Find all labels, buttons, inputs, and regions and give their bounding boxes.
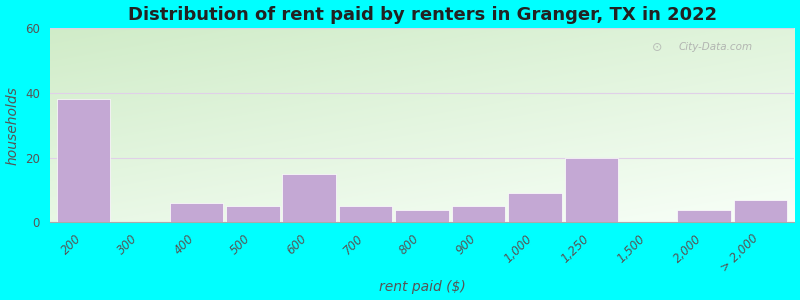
- Bar: [282, 174, 336, 223]
- Bar: [339, 206, 393, 223]
- Title: Distribution of rent paid by renters in Granger, TX in 2022: Distribution of rent paid by renters in …: [127, 6, 717, 24]
- Text: ⊙: ⊙: [651, 41, 662, 54]
- Bar: [226, 206, 280, 223]
- Y-axis label: households: households: [6, 86, 19, 165]
- Bar: [170, 203, 223, 223]
- Bar: [395, 209, 449, 223]
- Bar: [565, 158, 618, 223]
- X-axis label: rent paid ($): rent paid ($): [378, 280, 466, 294]
- Bar: [734, 200, 787, 223]
- Bar: [452, 206, 506, 223]
- Bar: [678, 209, 731, 223]
- Bar: [508, 193, 562, 223]
- Bar: [57, 99, 110, 223]
- Text: City-Data.com: City-Data.com: [679, 42, 753, 52]
